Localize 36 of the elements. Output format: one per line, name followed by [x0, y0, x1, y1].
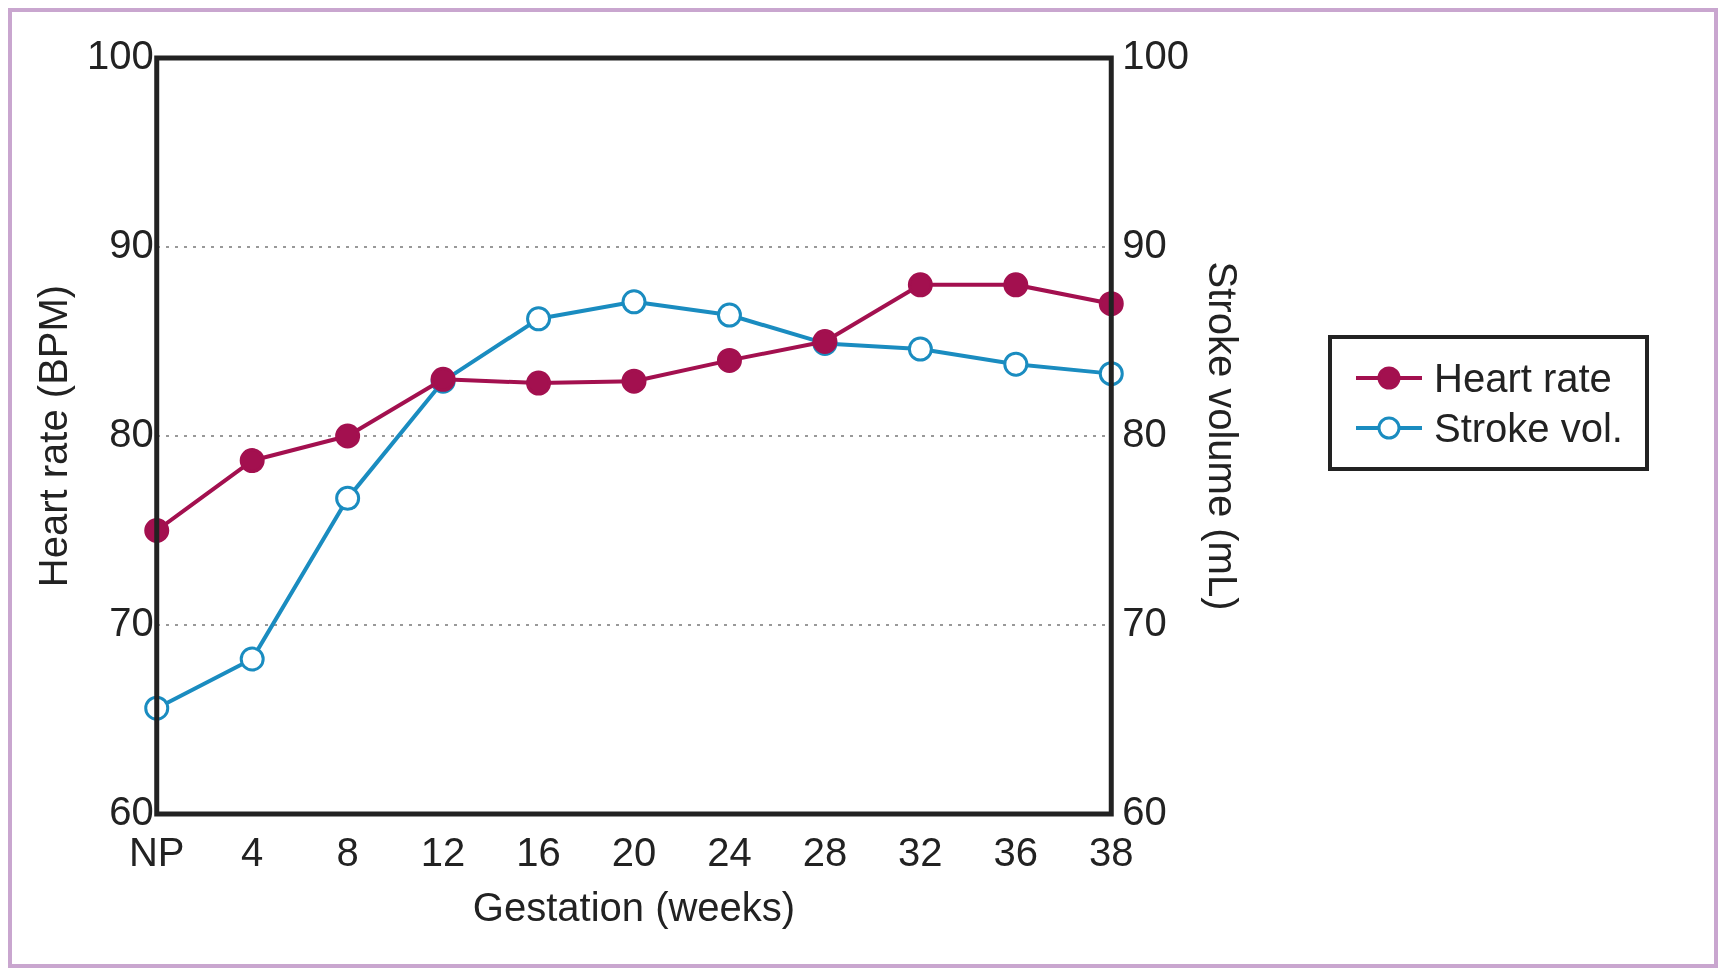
point [907, 336, 933, 362]
point [335, 423, 361, 449]
legend-label: Heart rate [1434, 355, 1612, 402]
x-tick-label: 4 [241, 830, 264, 875]
y-tick-label: 90 [109, 222, 154, 267]
x-tick-label: 16 [516, 830, 561, 875]
y2-axis-title: Stroke volume (mL) [1200, 261, 1245, 611]
y2-tick-label: 100 [1122, 33, 1190, 78]
point [716, 347, 742, 373]
point [907, 272, 933, 298]
point [621, 368, 647, 394]
point [716, 302, 742, 328]
x-tick-label: 24 [707, 830, 752, 875]
point [526, 370, 552, 396]
point [526, 306, 552, 332]
point [239, 448, 265, 474]
point [621, 289, 647, 315]
y-axis-title: Heart rate (BPM) [31, 284, 76, 588]
x-tick-label: 20 [611, 830, 657, 875]
point [1003, 351, 1029, 377]
x-tick-label: 32 [898, 830, 943, 875]
point [1003, 272, 1029, 298]
x-tick-label: 28 [802, 830, 848, 875]
y-tick-label: 70 [109, 600, 154, 645]
y2-tick-label: 70 [1122, 600, 1167, 645]
legend-label: Stroke vol. [1434, 405, 1623, 452]
x-tick-label: 12 [420, 830, 466, 875]
x-tick-label: 8 [336, 830, 359, 875]
y-tick-label: 80 [109, 411, 154, 456]
y2-tick-label: 80 [1122, 411, 1167, 456]
point [239, 646, 265, 672]
y2-tick-label: 90 [1122, 222, 1167, 267]
x-tick-label: 36 [993, 830, 1039, 875]
y-tick-label: 100 [86, 33, 154, 78]
point [335, 485, 361, 511]
x-axis-title: Gestation (weeks) [472, 885, 796, 930]
